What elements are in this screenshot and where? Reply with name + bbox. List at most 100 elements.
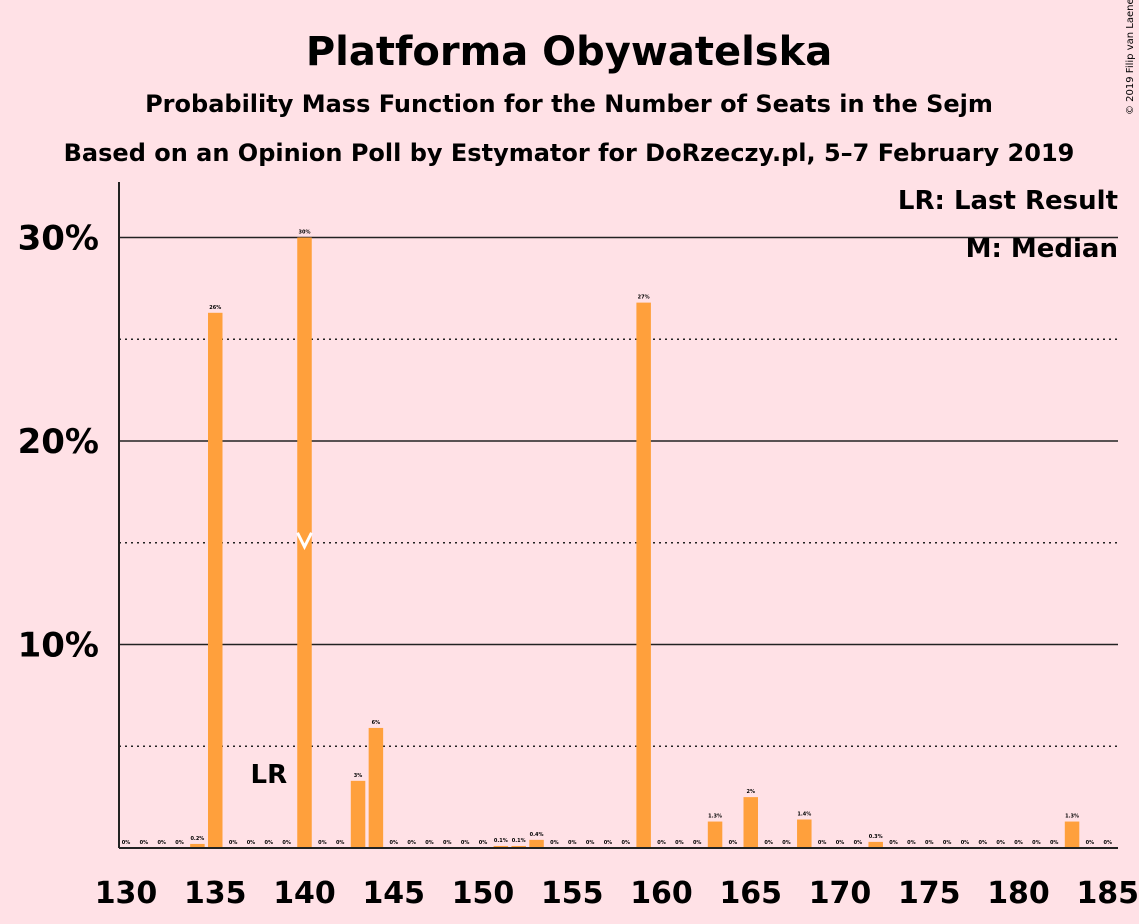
bar-label: 2% bbox=[747, 789, 756, 795]
bar-label: 0% bbox=[979, 840, 988, 846]
bar-label: 27% bbox=[638, 295, 650, 301]
bar bbox=[1064, 821, 1080, 848]
bar-label: 0% bbox=[836, 840, 845, 846]
bar-label: 1.4% bbox=[797, 812, 811, 818]
bar bbox=[707, 821, 723, 848]
x-tick-label: 155 bbox=[541, 876, 604, 911]
chart-title: Platforma Obywatelska bbox=[306, 29, 832, 75]
bar-label: 0% bbox=[782, 840, 791, 846]
bar bbox=[636, 302, 651, 848]
bar bbox=[493, 845, 509, 848]
bar-label: 0% bbox=[390, 840, 399, 846]
x-tick-label: 140 bbox=[273, 876, 336, 911]
bar-label: 0% bbox=[854, 840, 863, 846]
bar-label: 0% bbox=[229, 840, 238, 846]
bar-label: 0% bbox=[1014, 840, 1023, 846]
bar-label: 0.1% bbox=[494, 838, 508, 844]
bar-label: 0% bbox=[1050, 840, 1059, 846]
x-tick-label: 145 bbox=[362, 876, 425, 911]
bar-label: 0% bbox=[586, 840, 595, 846]
x-tick-label: 165 bbox=[719, 876, 782, 911]
bar-label: 0% bbox=[693, 840, 702, 846]
bar-label: 0% bbox=[122, 840, 131, 846]
chart-source: Based on an Opinion Poll by Estymator fo… bbox=[64, 139, 1075, 167]
y-tick-label: 20% bbox=[18, 422, 99, 462]
bar bbox=[743, 797, 758, 848]
x-tick-label: 185 bbox=[1076, 876, 1139, 911]
bar-label: 0% bbox=[461, 840, 470, 846]
bar bbox=[190, 843, 205, 848]
last-result-marker: LR bbox=[251, 760, 288, 790]
bar bbox=[868, 841, 883, 848]
bar-label: 0% bbox=[265, 840, 274, 846]
bar bbox=[529, 839, 544, 848]
bar bbox=[208, 312, 223, 848]
bar-label: 0% bbox=[622, 840, 631, 846]
bar-label: 0% bbox=[336, 840, 345, 846]
bar-label: 0% bbox=[550, 840, 559, 846]
bar-label: 0% bbox=[961, 840, 970, 846]
bar-label: 0% bbox=[604, 840, 613, 846]
bar-label: 0.3% bbox=[869, 834, 883, 840]
bar-label: 0% bbox=[157, 840, 166, 846]
legend-last-result: LR: Last Result bbox=[898, 186, 1118, 216]
markers: LR bbox=[251, 532, 313, 790]
x-tick-label: 130 bbox=[95, 876, 158, 911]
bar bbox=[297, 237, 312, 848]
bar-label: 0% bbox=[907, 840, 916, 846]
bar-label: 0% bbox=[425, 840, 434, 846]
bar-label: 0% bbox=[1086, 840, 1095, 846]
bar-labels: 0% 0% 0% 0% 0.2% 26% 0% 0% 0% 0% 30% 0% 0% 3% 6% 0% 0% 0%… bbox=[122, 230, 1112, 847]
median-marker bbox=[296, 532, 313, 551]
bar bbox=[511, 845, 526, 848]
bar-label: 0% bbox=[657, 840, 666, 846]
legend-median: M: Median bbox=[966, 234, 1118, 264]
bar-label: 0% bbox=[1032, 840, 1041, 846]
bar-label: 0% bbox=[443, 840, 452, 846]
bar-label: 0% bbox=[764, 840, 773, 846]
bar-label: 0% bbox=[318, 840, 327, 846]
x-tick-label: 180 bbox=[987, 876, 1050, 911]
y-tick-label: 10% bbox=[18, 626, 99, 666]
bar-label: 0% bbox=[568, 840, 577, 846]
bar-label: 0.1% bbox=[512, 838, 526, 844]
bars bbox=[190, 237, 1080, 848]
bar-label: 0% bbox=[479, 840, 488, 846]
bar-label: 6% bbox=[372, 720, 381, 726]
x-tick-label: 175 bbox=[898, 876, 961, 911]
bar-label: 0.4% bbox=[530, 832, 544, 838]
bar-label: 0% bbox=[818, 840, 827, 846]
bar bbox=[368, 727, 384, 848]
x-tick-labels: 130 135 140 145 150 155 160 165 170 175 180 185 bbox=[95, 876, 1139, 911]
bar-label: 0.2% bbox=[190, 836, 204, 842]
bar-label: 0% bbox=[889, 840, 898, 846]
bar bbox=[797, 819, 812, 848]
bar-label: 1.3% bbox=[1065, 814, 1079, 820]
bar-label: 0% bbox=[729, 840, 738, 846]
bar-label: 0% bbox=[140, 840, 149, 846]
bar bbox=[350, 780, 366, 848]
bar-label: 26% bbox=[209, 305, 221, 311]
grid-lines bbox=[119, 236, 1118, 748]
copyright: © 2019 Filip van Laenen bbox=[1125, 0, 1136, 115]
x-tick-label: 170 bbox=[809, 876, 872, 911]
bar-label: 0% bbox=[925, 840, 934, 846]
y-tick-labels: 10% 20% 30% bbox=[18, 219, 99, 666]
axes bbox=[118, 182, 1118, 849]
x-tick-label: 135 bbox=[184, 876, 247, 911]
bar-label: 0% bbox=[675, 840, 684, 846]
bar-label: 3% bbox=[354, 773, 363, 779]
bar-label: 0% bbox=[282, 840, 291, 846]
x-tick-label: 150 bbox=[452, 876, 515, 911]
bar-label: 0% bbox=[996, 840, 1005, 846]
y-tick-label: 30% bbox=[18, 219, 99, 259]
bar-label: 0% bbox=[1104, 840, 1113, 846]
bar-label: 0% bbox=[407, 840, 416, 846]
chart-subtitle: Probability Mass Function for the Number… bbox=[145, 90, 993, 118]
x-tick-label: 160 bbox=[630, 876, 693, 911]
bar-label: 30% bbox=[299, 230, 311, 236]
bar-label: 1.3% bbox=[708, 814, 722, 820]
bar-label: 0% bbox=[943, 840, 952, 846]
bar-label: 0% bbox=[175, 840, 184, 846]
